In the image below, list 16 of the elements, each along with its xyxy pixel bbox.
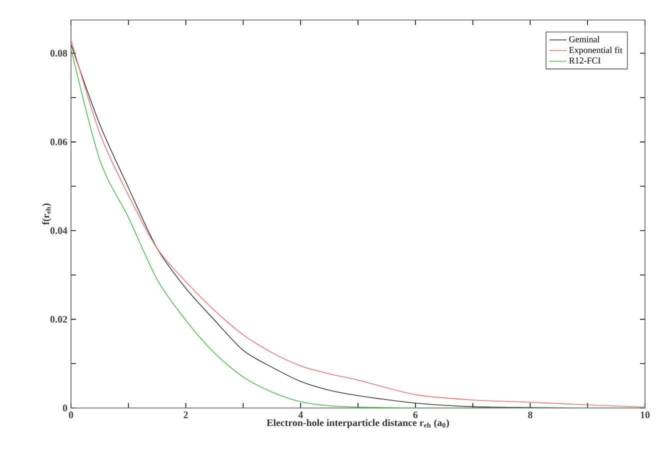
legend-label: Geminal: [569, 36, 600, 42]
y-tick-label: 0.06: [50, 138, 68, 146]
y-tick-label: 0.08: [50, 50, 68, 57]
x-tick-label: 8: [528, 412, 532, 418]
y-axis-title: f(r$_{eh}$): [42, 204, 52, 225]
x-tick-label: 6: [413, 412, 418, 418]
x-axis-title: Electron-hole interparticle distance r$_{eh}$ (a$_{0}$): [266, 419, 449, 428]
y-tick-label: 0.04: [50, 227, 68, 234]
x-tick-label: 2: [184, 412, 188, 418]
legend-label: Exponential fit: [569, 46, 622, 55]
legend-label: R12-FCI: [569, 58, 600, 64]
y-tick-label: 0: [62, 404, 68, 412]
x-tick-label: 4: [298, 412, 303, 418]
x-tick-label: 0: [68, 412, 74, 418]
y-tick-label: 0.02: [50, 316, 68, 323]
x-tick-label: 10: [640, 412, 650, 418]
